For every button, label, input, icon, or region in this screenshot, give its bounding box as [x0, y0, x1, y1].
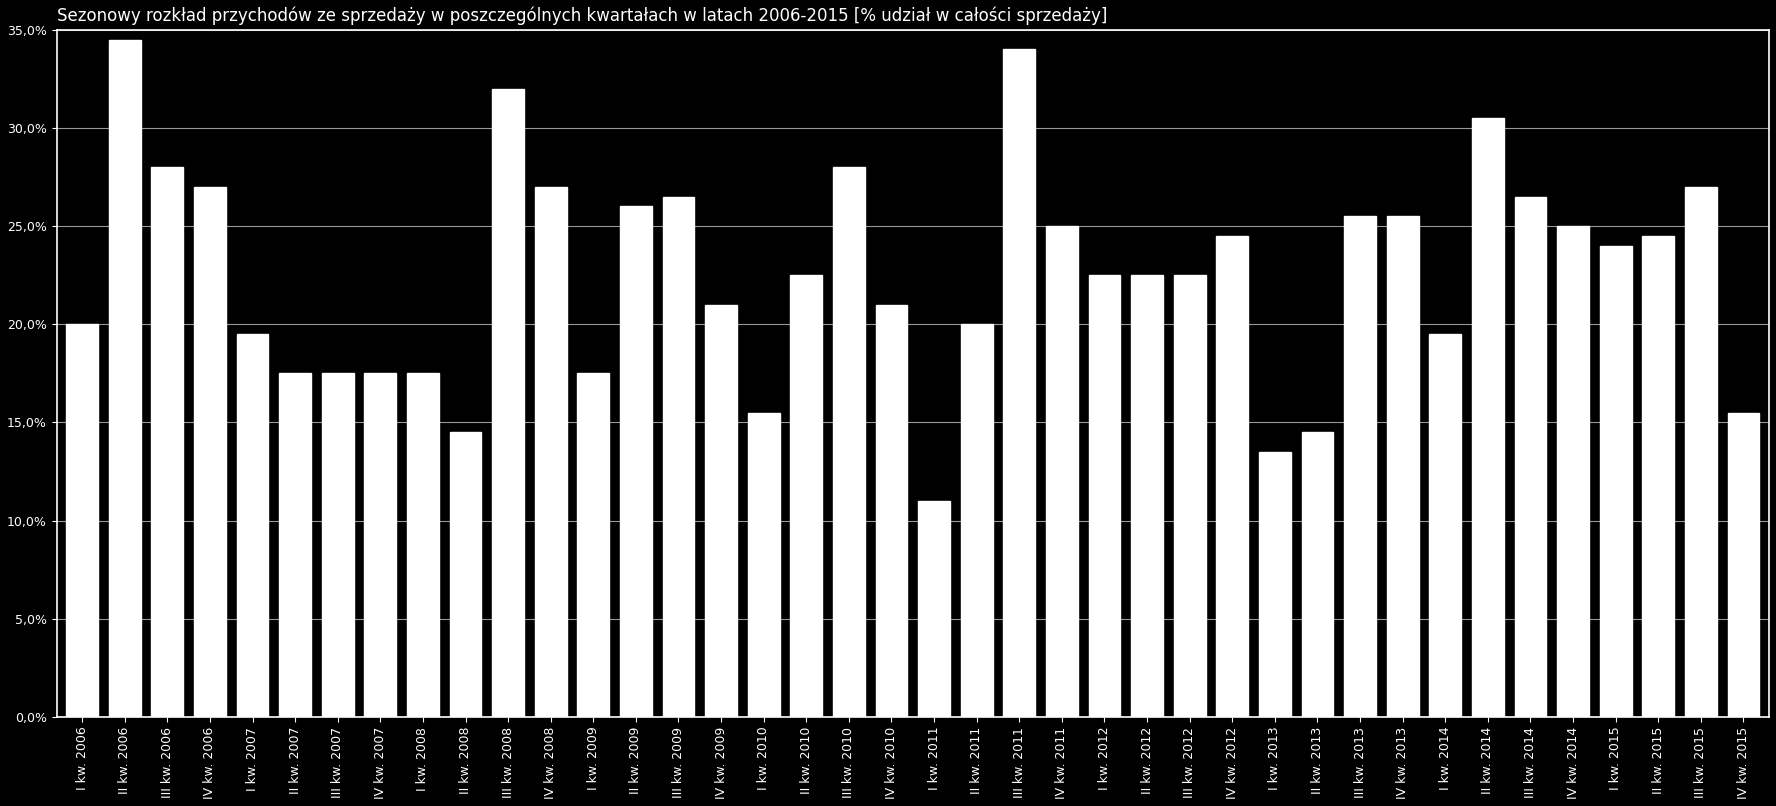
Bar: [577, 373, 609, 717]
Bar: [1430, 334, 1462, 717]
Bar: [1217, 236, 1249, 717]
Bar: [279, 373, 311, 717]
Bar: [194, 187, 226, 717]
Bar: [321, 373, 353, 717]
Text: Sezonowy rozkład przychodów ze sprzedaży w poszczególnych kwartałach w latach 20: Sezonowy rozkład przychodów ze sprzedaży…: [57, 7, 1106, 26]
Bar: [151, 167, 183, 717]
Bar: [1131, 275, 1163, 717]
Bar: [1472, 118, 1504, 717]
Bar: [1600, 246, 1632, 717]
Bar: [1003, 49, 1035, 717]
Bar: [662, 197, 694, 717]
Bar: [364, 373, 396, 717]
Bar: [1174, 275, 1206, 717]
Bar: [1515, 197, 1547, 717]
Bar: [620, 206, 652, 717]
Bar: [748, 413, 780, 717]
Bar: [790, 275, 822, 717]
Bar: [876, 305, 908, 717]
Bar: [1344, 216, 1376, 717]
Bar: [1643, 236, 1675, 717]
Bar: [833, 167, 865, 717]
Bar: [1259, 452, 1291, 717]
Bar: [492, 89, 524, 717]
Bar: [1046, 226, 1078, 717]
Bar: [236, 334, 268, 717]
Bar: [1302, 432, 1334, 717]
Bar: [1685, 187, 1717, 717]
Bar: [108, 39, 140, 717]
Bar: [1387, 216, 1419, 717]
Bar: [705, 305, 737, 717]
Bar: [918, 501, 950, 717]
Bar: [1728, 413, 1760, 717]
Bar: [961, 324, 993, 717]
Bar: [449, 432, 481, 717]
Bar: [407, 373, 439, 717]
Bar: [66, 324, 98, 717]
Bar: [1558, 226, 1590, 717]
Bar: [1089, 275, 1121, 717]
Bar: [535, 187, 567, 717]
